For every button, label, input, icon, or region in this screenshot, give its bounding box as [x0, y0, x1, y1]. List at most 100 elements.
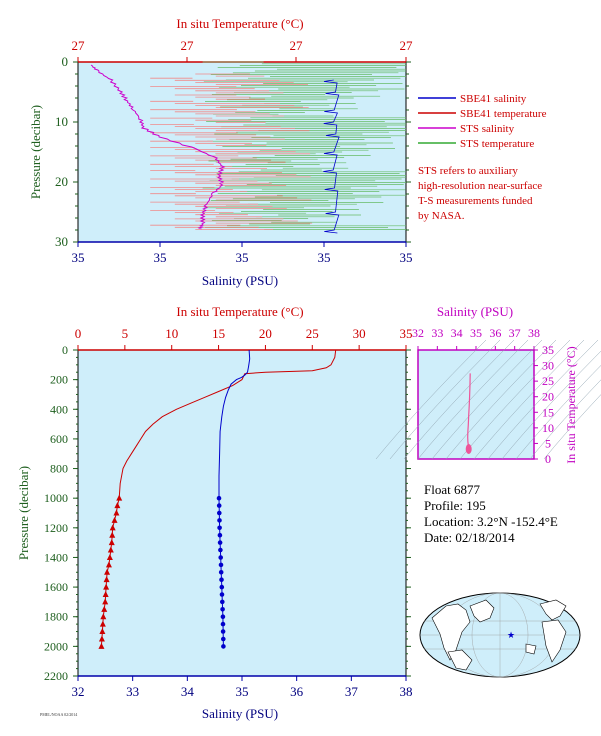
- bottom-pressure-tick-label: 2000: [44, 639, 68, 653]
- date: Date: 02/18/2014: [424, 530, 515, 545]
- bottom-pressure-tick-label: 1600: [44, 580, 68, 594]
- salinity-marker: [221, 644, 226, 649]
- ts-temperature-tick-label: 35: [542, 343, 554, 357]
- ts-salinity-tick-label: 34: [451, 326, 463, 340]
- ts-temperature-tick-label: 20: [542, 390, 554, 404]
- top-salinity-tick-label: 35: [236, 250, 249, 265]
- ts-salinity-axis-title: Salinity (PSU): [437, 304, 513, 319]
- bottom-salinity-tick-label: 36: [290, 684, 304, 699]
- bottom-salinity-tick-label: 32: [72, 684, 85, 699]
- temperature-marker: [114, 502, 121, 509]
- bottom-plot-area: [77, 349, 407, 677]
- temperature-marker: [109, 524, 116, 531]
- bottom-temperature-tick-label: 5: [122, 326, 129, 341]
- bottom-temperature-tick-label: 15: [212, 326, 225, 341]
- ts-salinity-tick-label: 38: [528, 326, 540, 340]
- bottom-salinity-axis-title: Salinity (PSU): [202, 706, 278, 721]
- top-temperature-axis-title: In situ Temperature (°C): [176, 16, 303, 31]
- note-line: by NASA.: [418, 210, 465, 222]
- bottom-salinity-tick-label: 37: [345, 684, 359, 699]
- note-line: STS refers to auxiliary: [418, 165, 518, 177]
- top-pressure-axis-title: Pressure (decibar): [28, 105, 43, 199]
- temperature-marker: [105, 561, 112, 568]
- salinity-marker: [220, 607, 225, 612]
- salinity-marker: [220, 629, 226, 634]
- temperature-marker: [103, 576, 110, 583]
- bottom-pressure-tick-label: 0: [62, 343, 68, 357]
- salinity-marker: [216, 495, 222, 501]
- bottom-pressure-tick-label: 1800: [44, 610, 68, 624]
- density-contours: [375, 339, 601, 460]
- top-salinity-tick-label: 35: [400, 250, 413, 265]
- salinity-marker: [217, 518, 222, 523]
- top-pressure-tick-label: 0: [62, 54, 69, 69]
- footer-tag: PMEL/NOAA 02/2014: [40, 712, 77, 717]
- bottom-salinity-tick-labels: 32 33 34 35 36 37 38: [72, 676, 413, 699]
- top-temperature-tick-label: 27: [181, 38, 195, 53]
- temperature-marker: [113, 509, 120, 516]
- density-contour: [375, 339, 487, 460]
- density-contour: [403, 339, 515, 460]
- bottom-pressure-tick-label: 400: [50, 402, 68, 416]
- top-temperature-tick-label: 27: [290, 38, 304, 53]
- density-contour: [529, 379, 601, 460]
- salinity-marker: [217, 532, 223, 538]
- salinity-marker: [216, 503, 222, 508]
- legend-label: STS temperature: [460, 138, 534, 150]
- bottom-pressure-tick-label: 200: [50, 373, 68, 387]
- float-position-marker: ★: [507, 630, 515, 640]
- top-temperature-tick-labels: 27 27 27 27: [72, 38, 413, 62]
- temperature-marker: [108, 539, 115, 546]
- density-contour: [487, 339, 599, 460]
- bottom-pressure-tick-labels: 0 200 400 600 800 1000 1200 1400 1600 1800 2000 220…: [44, 343, 411, 683]
- location: Location: 3.2°N -152.4°E: [424, 514, 558, 529]
- density-contour: [473, 339, 585, 460]
- ts-salinity-tick-label: 35: [470, 326, 482, 340]
- bottom-temperature-tick-label: 25: [306, 326, 319, 341]
- salinity-marker: [218, 555, 223, 560]
- top-salinity-axis-title: Salinity (PSU): [202, 273, 278, 288]
- note-line: T-S measurements funded: [418, 195, 533, 207]
- bottom-pressure-tick-label: 800: [50, 462, 68, 476]
- bottom-salinity-tick-label: 35: [236, 684, 249, 699]
- bottom-pressure-tick-label: 2200: [44, 669, 68, 683]
- legend-label: SBE41 salinity: [460, 93, 527, 105]
- bottom-salinity-tick-label: 33: [126, 684, 139, 699]
- top-salinity-tick-label: 35: [154, 250, 167, 265]
- temperature-marker: [98, 642, 105, 649]
- temperature-marker: [99, 620, 106, 627]
- profile-number: Profile: 195: [424, 498, 486, 513]
- top-temperature-tick-label: 27: [72, 38, 86, 53]
- bottom-temperature-tick-labels: 0 5 10 15 20 25 30 35: [75, 326, 413, 350]
- bottom-pressure-axis-title: Pressure (decibar): [16, 466, 31, 560]
- ts-salinity-tick-label: 33: [431, 326, 443, 340]
- legend: SBE41 salinity SBE41 temperature STS salin…: [418, 93, 547, 150]
- top-pressure-tick-label: 10: [55, 114, 68, 129]
- bottom-temperature-tick-label: 35: [400, 326, 413, 341]
- ts-salinity-tick-label: 37: [509, 326, 521, 340]
- ts-temperature-tick-label: 30: [542, 359, 554, 373]
- top-salinity-tick-label: 35: [72, 250, 85, 265]
- ts-salinity-tick-label: 32: [412, 326, 424, 340]
- salinity-markers: [216, 495, 226, 649]
- density-contour: [445, 339, 557, 460]
- sbe41-temperature-series: [150, 73, 313, 230]
- ts-plot-area: [417, 349, 535, 460]
- temperature-marker: [111, 516, 118, 523]
- temperature-marker: [104, 568, 111, 575]
- salinity-marker: [217, 510, 222, 516]
- salinity-marker: [220, 599, 225, 605]
- temperature-marker: [116, 494, 123, 501]
- salinity-marker: [220, 621, 226, 627]
- density-contour: [515, 364, 601, 460]
- temperature-marker: [107, 546, 114, 553]
- bottom-temperature-tick-label: 20: [259, 326, 272, 341]
- temperature-marker: [109, 531, 116, 538]
- bottom-panel: In situ Temperature (°C) 0 5 10 15 20 25 30 35 …: [16, 304, 413, 721]
- top-salinity-tick-labels: 35 35 35 35 35: [72, 242, 413, 265]
- bottom-pressure-tick-label: 600: [50, 432, 68, 446]
- salinity-marker: [218, 562, 224, 568]
- note-line: high-resolution near-surface: [418, 180, 542, 192]
